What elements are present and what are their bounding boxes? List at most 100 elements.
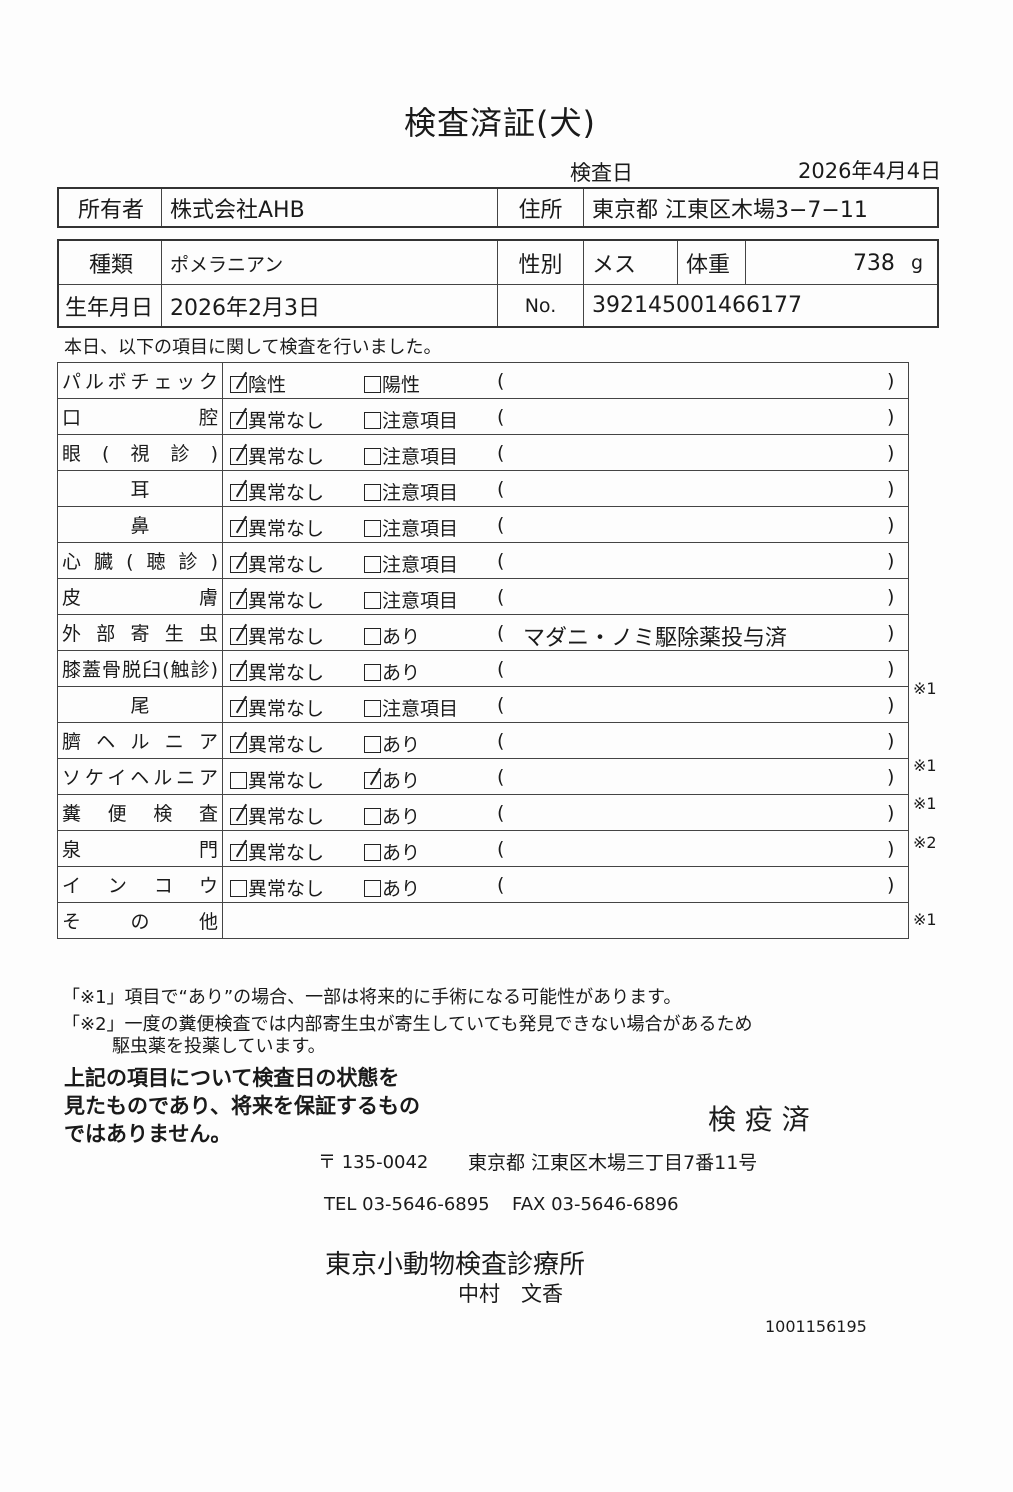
sex-value: メス [583, 241, 679, 285]
item-label: 皮 膚 [57, 578, 223, 615]
open-paren: ( [497, 766, 505, 788]
option-abnormal[interactable]: あり [364, 874, 420, 901]
option-normal[interactable]: 異常なし [230, 766, 324, 793]
intro-text: 本日、以下の項目に関して検査を行いました。 [64, 337, 442, 358]
item-label: 膝蓋骨脱臼(触診) [57, 650, 223, 687]
item-label: 耳 [57, 470, 223, 507]
option-abnormal[interactable]: あり [364, 622, 420, 649]
checkbox[interactable] [364, 736, 381, 753]
option-abnormal[interactable]: 注意項目 [364, 514, 458, 541]
checkbox[interactable] [230, 592, 247, 609]
item-note: ※1 [913, 679, 937, 699]
open-paren: ( [497, 658, 505, 680]
close-paren: ) [887, 478, 895, 500]
option-normal[interactable]: 異常なし [230, 586, 324, 613]
checkbox[interactable] [230, 376, 247, 393]
option-normal[interactable]: 異常なし [230, 658, 324, 685]
checkbox[interactable] [364, 448, 381, 465]
option-normal[interactable]: 異常なし [230, 622, 324, 649]
option-abnormal[interactable]: 注意項目 [364, 406, 458, 433]
checkbox[interactable] [230, 736, 247, 753]
item-label: 口 腔 [57, 398, 223, 435]
checkbox[interactable] [364, 520, 381, 537]
weight-value: 738 [852, 250, 895, 276]
option-abnormal[interactable]: 注意項目 [364, 442, 458, 469]
pet-box: 種類 ポメラニアン 性別 メス 体重 738 g 生年月日 2026年2月3日 N… [57, 239, 939, 328]
open-paren: ( [497, 586, 505, 608]
checkbox[interactable] [230, 628, 247, 645]
checkbox[interactable] [364, 592, 381, 609]
inspection-row: 糞便検査 異常なし あり ( ) [57, 794, 909, 831]
option-abnormal[interactable]: あり [364, 802, 420, 829]
close-paren: ) [887, 550, 895, 572]
other-field[interactable] [222, 902, 909, 939]
postal-code: 〒 135-0042 [318, 1152, 429, 1173]
inspection-row: 皮 膚 異常なし 注意項目 ( ) [57, 578, 909, 615]
inspection-row: 膝蓋骨脱臼(触診) 異常なし あり ( ) [57, 650, 909, 687]
inspection-row: 口 腔 異常なし 注意項目 ( ) [57, 398, 909, 435]
option-normal[interactable]: 異常なし [230, 514, 324, 541]
breed-label: 種類 [88, 253, 133, 278]
option-abnormal[interactable]: あり [364, 766, 420, 793]
checkbox[interactable] [364, 484, 381, 501]
option-normal[interactable]: 異常なし [230, 442, 324, 469]
open-paren: ( [497, 874, 505, 896]
option-abnormal[interactable]: あり [364, 658, 420, 685]
item-note: ※1 [913, 794, 937, 814]
option-abnormal[interactable]: 注意項目 [364, 586, 458, 613]
option-abnormal[interactable]: 陽性 [364, 370, 420, 397]
checkbox[interactable] [230, 556, 247, 573]
option-normal[interactable]: 陰性 [230, 370, 286, 397]
checkbox[interactable] [230, 844, 247, 861]
option-normal[interactable]: 異常なし [230, 730, 324, 757]
option-abnormal[interactable]: 注意項目 [364, 478, 458, 505]
breed-value: ポメラニアン [161, 241, 499, 285]
option-normal[interactable]: 異常なし [230, 694, 324, 721]
checkbox[interactable] [230, 448, 247, 465]
checkbox[interactable] [230, 700, 247, 717]
checkbox[interactable] [364, 880, 381, 897]
checkbox[interactable] [230, 772, 247, 789]
close-paren: ) [887, 658, 895, 680]
address-label: 住所 [497, 189, 583, 226]
checkbox[interactable] [364, 700, 381, 717]
checkbox[interactable] [364, 772, 381, 789]
inspection-row: ソケイヘルニア 異常なし あり ( ) [57, 758, 909, 795]
option-normal[interactable]: 異常なし [230, 478, 324, 505]
checkbox[interactable] [230, 808, 247, 825]
checkbox[interactable] [364, 376, 381, 393]
option-normal[interactable]: 異常なし [230, 838, 324, 865]
option-abnormal[interactable]: あり [364, 730, 420, 757]
option-normal[interactable]: 異常なし [230, 550, 324, 577]
close-paren: ) [887, 406, 895, 428]
option-abnormal[interactable]: 注意項目 [364, 550, 458, 577]
checkbox[interactable] [230, 520, 247, 537]
inspection-row: 鼻 異常なし 注意項目 ( ) [57, 506, 909, 543]
checkbox[interactable] [230, 412, 247, 429]
option-abnormal[interactable]: あり [364, 838, 420, 865]
close-paren: ) [887, 838, 895, 860]
option-abnormal[interactable]: 注意項目 [364, 694, 458, 721]
inspection-table: パルボチェック 陰性 陽性 ( ) 口 腔 異常なし 注意項目 ( ) 眼(視診… [57, 362, 909, 939]
no-value: 392145001466177 [583, 285, 937, 326]
close-paren: ) [887, 442, 895, 464]
checkbox[interactable] [230, 664, 247, 681]
checkbox[interactable] [230, 484, 247, 501]
checkbox[interactable] [364, 664, 381, 681]
close-paren: ) [887, 514, 895, 536]
doctor-name: 中村 文香 [458, 1282, 563, 1306]
checkbox[interactable] [230, 880, 247, 897]
footnote-2: 「※2」一度の糞便検査では内部寄生虫が寄生していても発見できない場合があるため [62, 1014, 753, 1035]
checkbox[interactable] [364, 556, 381, 573]
inspection-row-other: その他 [57, 902, 909, 939]
item-label: 眼(視診) [57, 434, 223, 471]
option-normal[interactable]: 異常なし [230, 874, 324, 901]
checkbox[interactable] [364, 844, 381, 861]
checkbox[interactable] [364, 628, 381, 645]
checkbox[interactable] [364, 412, 381, 429]
checkbox[interactable] [364, 808, 381, 825]
item-label: インコウ [57, 866, 223, 903]
sex-label: 性別 [497, 241, 583, 285]
option-normal[interactable]: 異常なし [230, 802, 324, 829]
option-normal[interactable]: 異常なし [230, 406, 324, 433]
